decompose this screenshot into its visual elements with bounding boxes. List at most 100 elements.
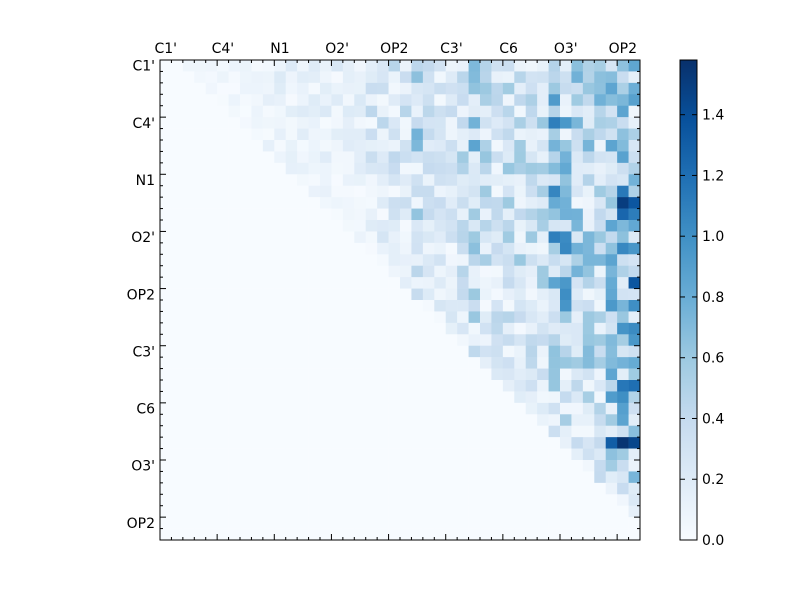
heatmap-cell: [262, 117, 275, 129]
heatmap-cell: [365, 471, 378, 484]
heatmap-cell: [274, 265, 287, 278]
heatmap-cell: [285, 322, 298, 335]
heatmap-cell: [411, 368, 424, 381]
heatmap-cell: [468, 482, 481, 495]
heatmap-cell: [194, 288, 207, 301]
heatmap-cell: [228, 242, 241, 255]
heatmap-cell: [251, 334, 264, 347]
heatmap-cell: [605, 494, 618, 507]
heatmap-cell: [617, 208, 629, 221]
heatmap-cell: [571, 197, 584, 209]
heatmap-cell: [537, 345, 549, 358]
heatmap-cell: [251, 402, 264, 415]
heatmap-cell: [171, 471, 184, 484]
heatmap-cell: [182, 311, 195, 324]
heatmap-cell: [514, 162, 527, 175]
heatmap-cell: [411, 60, 424, 72]
heatmap-cell: [297, 437, 309, 449]
heatmap-cell: [514, 105, 527, 118]
heatmap-cell: [422, 311, 435, 324]
heatmap-cell: [388, 334, 401, 347]
heatmap-cell: [571, 380, 584, 392]
heatmap-cell: [365, 151, 378, 164]
heatmap-cell: [514, 82, 527, 95]
heatmap-cell: [537, 517, 549, 529]
heatmap-cell: [411, 402, 424, 415]
heatmap-cell: [468, 517, 481, 529]
heatmap-cell: [525, 528, 538, 541]
heatmap-cell: [480, 322, 492, 335]
heatmap-cell: [342, 174, 355, 187]
heatmap-cell: [217, 357, 229, 369]
heatmap-cell: [548, 425, 561, 438]
heatmap-cell: [434, 517, 447, 529]
heatmap-cell: [297, 277, 309, 289]
x-tick-label: C1': [154, 41, 177, 57]
heatmap-cell: [160, 460, 172, 472]
heatmap-cell: [285, 300, 298, 312]
heatmap-cell: [240, 185, 252, 198]
heatmap-cell: [617, 437, 629, 449]
heatmap-cell: [228, 128, 241, 141]
heatmap-cell: [365, 117, 378, 129]
heatmap-cell: [491, 94, 504, 107]
heatmap-cell: [480, 105, 492, 118]
heatmap-cell: [308, 380, 321, 392]
heatmap-cell: [377, 460, 389, 472]
heatmap-cell: [617, 242, 629, 255]
heatmap-cell: [400, 380, 412, 392]
heatmap-cell: [582, 254, 595, 267]
heatmap-cell: [240, 322, 252, 335]
heatmap-cell: [217, 391, 229, 404]
heatmap-cell: [160, 174, 172, 187]
heatmap-cell: [342, 231, 355, 244]
heatmap-cell: [411, 140, 424, 152]
heatmap-cell: [502, 220, 515, 232]
heatmap-cell: [194, 414, 207, 427]
heatmap-cell: [560, 94, 572, 107]
heatmap-cell: [411, 334, 424, 347]
heatmap-cell: [342, 425, 355, 438]
heatmap-cell: [171, 60, 184, 72]
heatmap-cell: [560, 460, 572, 472]
heatmap-cell: [194, 220, 207, 232]
heatmap-cell: [274, 71, 287, 84]
heatmap-cell: [217, 105, 229, 118]
heatmap-cell: [194, 517, 207, 529]
heatmap-cell: [457, 505, 469, 518]
heatmap-cell: [480, 300, 492, 312]
heatmap-cell: [605, 82, 618, 95]
heatmap-cell: [525, 482, 538, 495]
heatmap-cell: [377, 345, 389, 358]
heatmap-cell: [354, 460, 367, 472]
heatmap-cell: [182, 402, 195, 415]
heatmap-cell: [594, 448, 607, 461]
heatmap-cell: [605, 345, 618, 358]
heatmap-cell: [605, 334, 618, 347]
heatmap-cell: [548, 140, 561, 152]
heatmap-cell: [194, 311, 207, 324]
heatmap-cell: [628, 460, 641, 472]
heatmap-cell: [445, 311, 458, 324]
heatmap-cell: [605, 242, 618, 255]
heatmap-cell: [491, 231, 504, 244]
heatmap-cell: [502, 231, 515, 244]
heatmap-cell: [491, 82, 504, 95]
heatmap-cell: [308, 414, 321, 427]
heatmap-cell: [491, 414, 504, 427]
heatmap-cell: [582, 151, 595, 164]
heatmap-cell: [411, 128, 424, 141]
heatmap-cell: [251, 197, 264, 209]
heatmap-cell: [502, 380, 515, 392]
heatmap-cell: [354, 482, 367, 495]
heatmap-cell: [491, 311, 504, 324]
heatmap-cell: [605, 151, 618, 164]
heatmap-cell: [514, 151, 527, 164]
heatmap-cell: [274, 197, 287, 209]
heatmap-cell: [228, 322, 241, 335]
heatmap-cell: [320, 334, 332, 347]
heatmap-cell: [411, 414, 424, 427]
heatmap-cell: [537, 71, 549, 84]
heatmap-cell: [217, 448, 229, 461]
